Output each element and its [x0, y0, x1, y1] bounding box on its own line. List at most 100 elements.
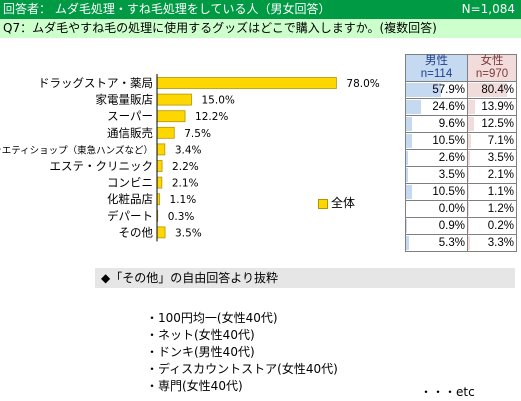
bar	[156, 110, 186, 123]
female-value-bar	[468, 117, 474, 131]
male-value: 2.6%	[438, 152, 465, 164]
male-value-cell: 24.6%	[405, 98, 468, 116]
bar-chart: ドラッグストア・薬局 78.0% 家電量販店 15.0% スーパー 12.2% 通信販売 7.…	[0, 74, 380, 242]
value-label: 2.1%	[172, 178, 199, 190]
female-value-bar	[468, 100, 475, 114]
male-value-bar	[406, 117, 412, 131]
female-value-cell: 1.2%	[467, 200, 517, 218]
value-label: 15.0%	[202, 95, 235, 107]
male-value: 5.3%	[438, 237, 465, 249]
female-value-bar	[468, 134, 472, 148]
male-value: 9.6%	[438, 118, 465, 130]
male-value: 0.0%	[438, 203, 465, 215]
free-answers-title: ◆「その他」の自由回答より抜粋	[95, 268, 515, 288]
female-value-bar	[468, 185, 469, 199]
table-row: 57.9% 80.4%	[405, 81, 517, 99]
value-label: 12.2%	[195, 111, 228, 123]
female-header: 女性 n=970	[467, 54, 517, 82]
question-text: Q7：ムダ毛やすね毛の処理に使用するグッズはどこで購入しますか。(複数回答)	[0, 19, 521, 38]
free-answer-item: ・専門(女性40代)	[146, 379, 243, 393]
male-value-cell: 3.5%	[405, 166, 468, 184]
male-value: 24.6%	[432, 101, 465, 113]
category-label: 通信販売	[107, 126, 153, 140]
category-label: スーパー	[107, 109, 153, 123]
respondent-label: 回答者： ムダ毛処理・すね毛処理をしている人（男女回答）	[3, 2, 331, 16]
value-label: 78.0%	[346, 78, 379, 90]
value-label: 2.2%	[172, 161, 199, 173]
bar	[156, 77, 337, 89]
free-answer-item: ・ネット(女性40代)	[146, 328, 255, 342]
male-value-cell: 0.0%	[405, 200, 468, 218]
male-value-bar	[406, 151, 408, 165]
table-row: 10.5% 7.1%	[405, 132, 517, 150]
male-value-cell: 5.3%	[405, 234, 468, 252]
table-row: 2.6% 3.5%	[405, 149, 517, 167]
table-row: 10.5% 1.1%	[405, 183, 517, 201]
table-row: 24.6% 13.9%	[405, 98, 517, 116]
free-answer-item: ・ディスカウントストア(女性40代)	[146, 362, 338, 376]
category-label: ドラッグストア・薬局	[38, 76, 153, 90]
male-value: 0.9%	[438, 220, 465, 232]
value-label: 3.4%	[175, 144, 202, 156]
male-value-bar	[406, 100, 421, 114]
bar	[156, 93, 192, 106]
category-label: 化粧品店	[107, 192, 153, 206]
gender-table: 男性 n=114 女性 n=970 57.9% 80.4% 24.6% 13.9% 9.…	[405, 54, 517, 252]
category-label: その他	[119, 225, 154, 239]
female-value-cell: 80.4%	[467, 81, 517, 99]
female-value-cell: 13.9%	[467, 98, 517, 116]
table-row: 5.3% 3.3%	[405, 234, 517, 252]
male-value: 10.5%	[432, 186, 465, 198]
respondent-header: 回答者： ムダ毛処理・すね毛処理をしている人（男女回答） N=1,084	[0, 0, 521, 19]
male-value-cell: 10.5%	[405, 132, 468, 150]
free-answers-list: ・100円均一(女性40代) ・ネット(女性40代) ・ドンキ(男性40代) ・ディス…	[146, 310, 338, 395]
table-row: 9.6% 12.5%	[405, 115, 517, 133]
etc-note: ・・・etc	[420, 385, 475, 399]
male-value: 10.5%	[432, 135, 465, 147]
category-label: 家電量販店	[96, 93, 154, 107]
female-value-cell: 3.5%	[467, 149, 517, 167]
category-label: エステ・クリニック	[50, 159, 154, 173]
female-value: 13.9%	[481, 101, 514, 113]
female-value: 80.4%	[481, 84, 514, 96]
table-row: 0.9% 0.2%	[405, 217, 517, 235]
male-value-cell: 2.6%	[405, 149, 468, 167]
female-value: 12.5%	[481, 118, 514, 130]
female-value-cell: 0.2%	[467, 217, 517, 235]
male-value: 57.9%	[432, 84, 465, 96]
legend-swatch	[318, 198, 328, 209]
category-label: デパート	[107, 209, 153, 223]
value-label: 3.5%	[175, 227, 202, 239]
bar	[156, 226, 166, 239]
female-value: 1.1%	[487, 186, 514, 198]
legend: 全体	[318, 194, 355, 211]
female-value-cell: 1.1%	[467, 183, 517, 201]
bar	[156, 143, 166, 156]
female-value-bar	[468, 83, 507, 97]
female-value: 0.2%	[487, 220, 514, 232]
male-value-bar	[406, 83, 442, 97]
female-value: 2.1%	[487, 169, 514, 181]
sample-size: N=1,084	[461, 2, 515, 16]
female-value: 7.1%	[487, 135, 514, 147]
female-value-bar	[468, 168, 469, 182]
female-value-cell: 3.3%	[467, 234, 517, 252]
free-answer-item: ・ドンキ(男性40代)	[146, 345, 255, 359]
male-value-cell: 0.9%	[405, 217, 468, 235]
female-value: 1.2%	[487, 203, 514, 215]
female-value: 3.3%	[487, 237, 514, 249]
male-value-bar	[406, 168, 409, 182]
female-value: 3.5%	[487, 152, 514, 164]
male-value: 3.5%	[438, 169, 465, 181]
female-value-bar	[468, 236, 470, 250]
female-value-bar	[468, 151, 470, 165]
male-value-bar	[406, 185, 413, 199]
category-label: コンビニ	[107, 176, 153, 190]
male-header: 男性 n=114	[405, 54, 468, 82]
table-row: 3.5% 2.1%	[405, 166, 517, 184]
female-value-cell: 7.1%	[467, 132, 517, 150]
category-label: バラエティショップ（東急ハンズなど）	[0, 144, 153, 156]
bar	[156, 160, 163, 172]
bar	[156, 176, 163, 189]
bar	[156, 126, 175, 139]
